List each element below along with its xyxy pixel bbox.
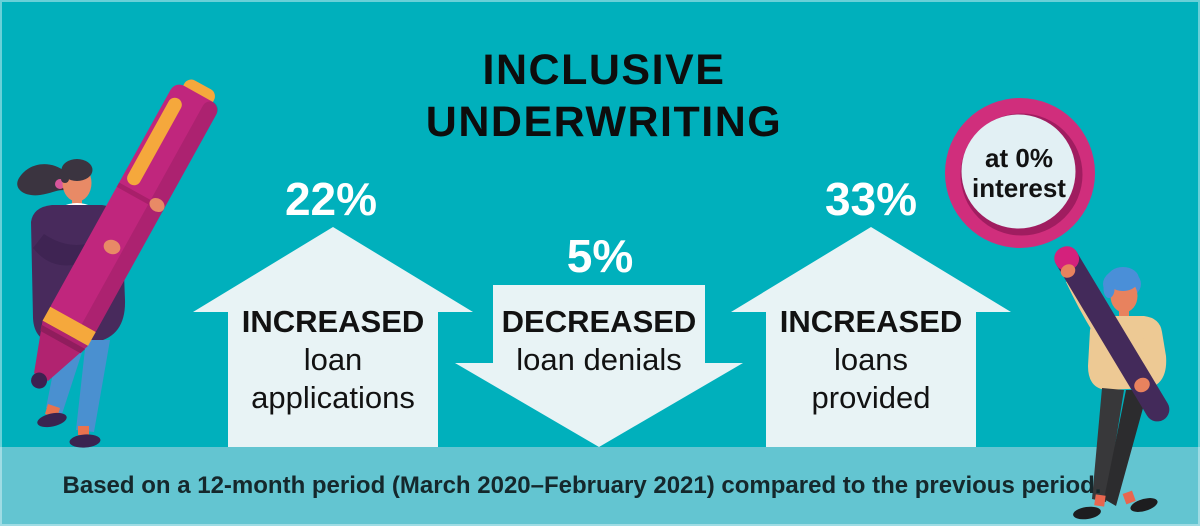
page-title: INCLUSIVE UNDERWRITING — [426, 44, 782, 148]
pant-leg — [1104, 390, 1148, 506]
pant-leg — [1092, 388, 1124, 502]
stat-label-line: provided — [811, 380, 931, 415]
handle-collar — [1054, 246, 1080, 271]
neck — [1119, 309, 1129, 318]
down-arrow-denials — [455, 285, 743, 447]
shoe — [69, 434, 101, 448]
person-left-illustration — [17, 79, 218, 448]
magnifier-note-line-1: at 0% — [985, 143, 1053, 173]
magnifier-note-line-2: interest — [972, 173, 1066, 203]
hand — [149, 197, 165, 213]
ankle — [1094, 494, 1106, 507]
pen-tip — [31, 372, 48, 389]
magnifier-handle — [1054, 246, 1170, 422]
stat-percent-applications: 22% — [284, 173, 378, 225]
title-line-1: INCLUSIVE — [482, 46, 726, 94]
pen-band — [42, 306, 96, 346]
stat-percent-provided: 33% — [824, 173, 918, 225]
stat-emphasis: INCREASED — [241, 304, 425, 339]
jeans-leg — [46, 338, 86, 414]
ankle — [78, 426, 89, 435]
up-arrow-provided — [731, 227, 1011, 447]
stat-label-applications: INCREASED loan applications — [242, 303, 425, 417]
hair-swoosh — [1103, 280, 1115, 298]
stat-emphasis: INCREASED — [779, 304, 963, 339]
shoe — [1073, 506, 1101, 520]
jeans-leg — [76, 340, 110, 432]
shoe — [1130, 498, 1158, 512]
hand — [1134, 377, 1150, 393]
stat-label-line: loan denials — [516, 342, 682, 377]
magnifier-lens — [961, 114, 1076, 229]
handle-shaft — [1054, 246, 1170, 422]
pen-body — [50, 84, 218, 336]
hair — [61, 159, 93, 181]
hair-side — [61, 168, 69, 183]
hair-front — [1107, 267, 1139, 291]
footnote-band — [0, 447, 1200, 526]
pen-cone — [34, 320, 89, 381]
neck — [72, 197, 82, 207]
stat-label-line: loan — [303, 342, 363, 377]
pen-clip — [127, 97, 182, 186]
pen-cone-seam — [40, 324, 86, 354]
footnote: Based on a 12-month period (March 2020–F… — [62, 472, 1102, 499]
ponytail — [17, 164, 67, 196]
stat-label-provided: INCREASED loans provided — [780, 303, 963, 417]
hand — [1060, 264, 1076, 278]
stat-percent-denials: 5% — [566, 230, 634, 282]
title-line-2: UNDERWRITING — [425, 98, 783, 146]
hand — [103, 239, 121, 255]
magnifier-note: at 0% interest — [972, 143, 1066, 203]
shoe — [37, 412, 67, 428]
magnifying-glass-icon — [945, 98, 1095, 248]
stat-label-line: applications — [251, 380, 415, 415]
stat-label-line: loans — [833, 342, 909, 377]
giant-pen-icon — [31, 79, 218, 389]
pen-body-shade — [80, 101, 218, 337]
person-right-illustration — [945, 98, 1170, 520]
ankle — [1122, 490, 1136, 505]
up-arrow-applications — [193, 227, 473, 447]
stat-emphasis: DECREASED — [501, 304, 697, 339]
stat-label-denials: DECREASED loan denials — [502, 303, 697, 379]
